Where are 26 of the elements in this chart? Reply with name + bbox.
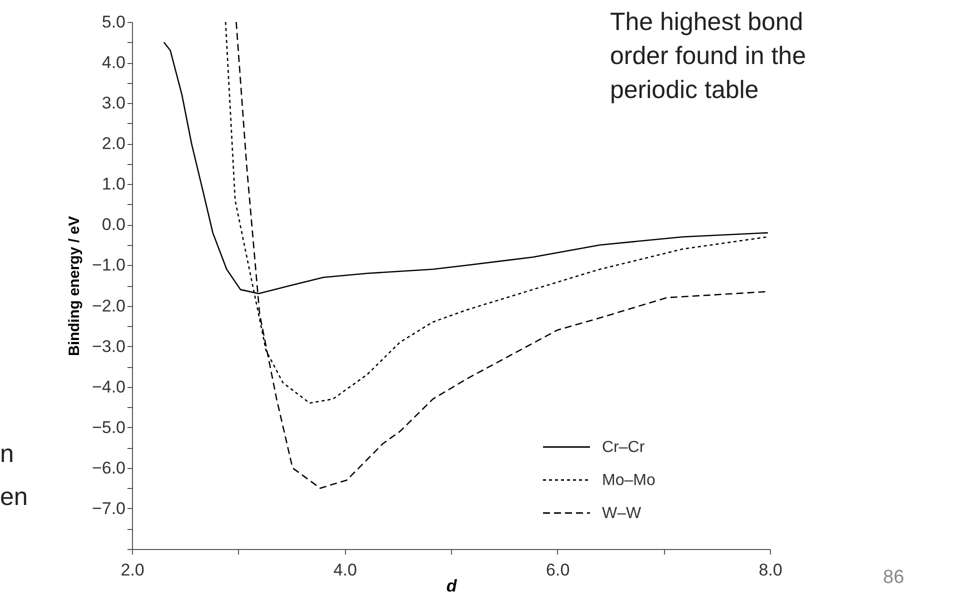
y-tick-label: −5.0 xyxy=(92,418,126,437)
legend-label: W–W xyxy=(602,505,642,522)
text: en xyxy=(0,483,28,511)
annotation: The highest bond order found in the periodic table xyxy=(610,8,806,104)
y-tick-label: 3.0 xyxy=(102,94,126,113)
text: 86 xyxy=(883,567,904,588)
y-tick-label: 1.0 xyxy=(102,174,126,194)
x-tick-label: 2.0 xyxy=(120,560,144,580)
y-tick-label: −3.0 xyxy=(92,336,126,356)
y-tick-label: −2.0 xyxy=(92,296,126,316)
y-tick-label: 2.0 xyxy=(102,134,126,154)
y-tick-label: −4.0 xyxy=(92,377,126,396)
y-tick-label: 0.0 xyxy=(102,215,126,234)
legend-label: Mo–Mo xyxy=(602,472,656,489)
text: n xyxy=(0,440,14,468)
y-tick-label: 5.0 xyxy=(102,12,126,32)
y-tick-label: −1.0 xyxy=(92,256,126,275)
x-tick-label: 8.0 xyxy=(758,560,782,580)
y-axis-title: Binding energy / eV xyxy=(66,216,83,356)
x-tick-label: 6.0 xyxy=(546,560,570,580)
x-axis-title: d xyxy=(446,576,458,596)
y-tick-label: 4.0 xyxy=(102,53,126,72)
y-tick-label: −6.0 xyxy=(92,458,126,478)
x-tick-label: 4.0 xyxy=(333,560,357,580)
legend-label: Cr–Cr xyxy=(602,439,646,456)
y-tick-label: −7.0 xyxy=(92,498,126,518)
